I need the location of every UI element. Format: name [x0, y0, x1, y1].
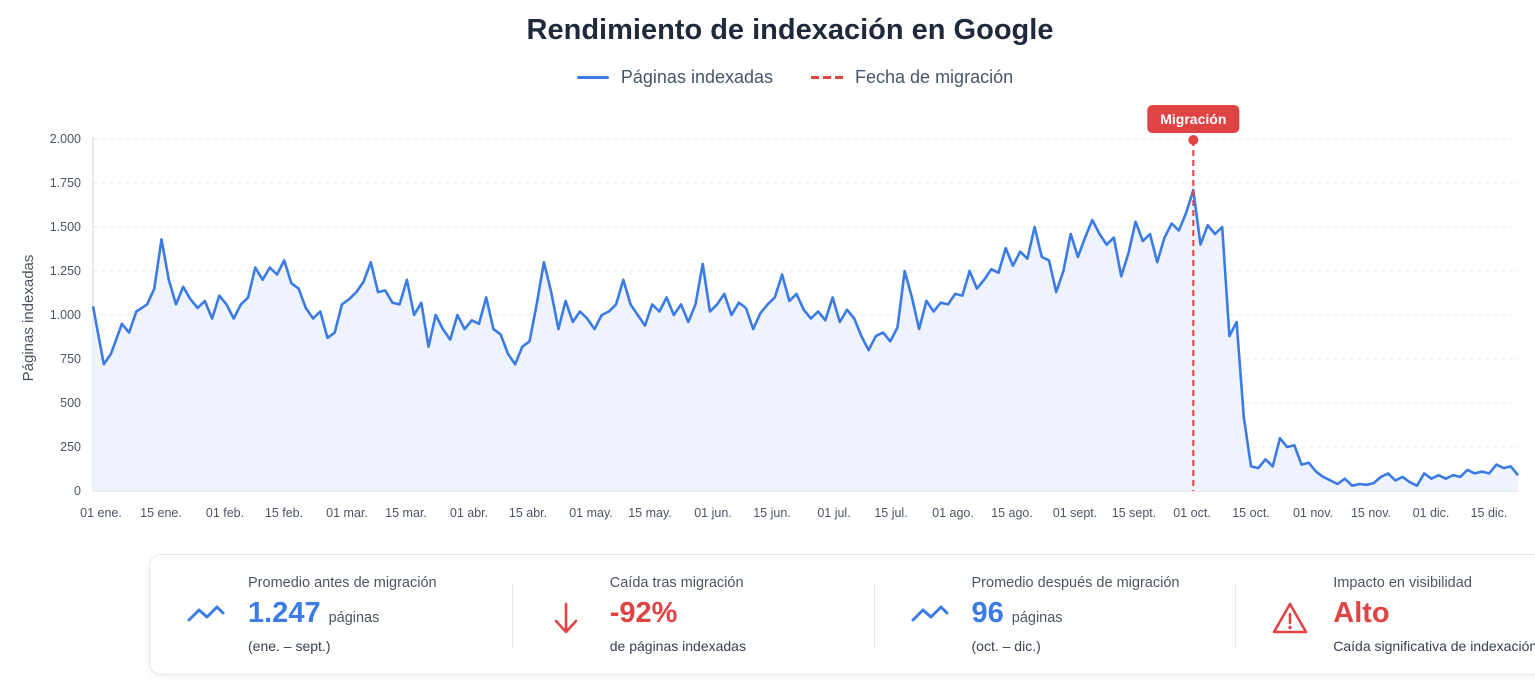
- x-tick-label: 01 mar.: [326, 506, 368, 520]
- chart-title: Rendimiento de indexación en Google: [526, 14, 1054, 46]
- card-value: -92%: [609, 597, 678, 629]
- y-tick-label: 1.000: [50, 308, 81, 322]
- arrow-down-icon: [548, 601, 592, 642]
- x-tick-label: 01 oct.: [1173, 506, 1211, 520]
- card-label: Impacto en visibilidad: [1333, 575, 1472, 591]
- y-tick-label: 2.000: [50, 132, 81, 146]
- card-note: (ene. – sept.): [248, 638, 331, 654]
- y-tick-label: 1.750: [50, 176, 81, 190]
- x-tick-label: 01 nov.: [1293, 506, 1333, 520]
- x-tick-label: 01 jul.: [817, 506, 850, 520]
- y-tick-label: 750: [60, 352, 81, 366]
- y-tick-label: 1.500: [50, 220, 81, 234]
- x-tick-label: 15 ene.: [140, 506, 182, 520]
- card-note: de páginas indexadas: [609, 638, 746, 654]
- legend-label-indexed: Páginas indexadas: [620, 67, 774, 87]
- card-value: 96: [971, 597, 1004, 629]
- legend-item-indexed[interactable]: Páginas indexadas: [576, 67, 774, 88]
- x-tick-label: 15 abr.: [509, 506, 547, 520]
- legend-swatch-solid: [576, 76, 609, 79]
- x-tick-label: 15 may.: [628, 506, 672, 520]
- card-avg-before: Promedio antes de migración 1.247 página…: [150, 555, 512, 674]
- legend-swatch-dashed: [811, 76, 844, 79]
- card-value: Alto: [1333, 597, 1390, 629]
- card-label: Caída tras migración: [609, 575, 744, 591]
- warning-icon: [1271, 601, 1315, 642]
- y-tick-label: 250: [60, 440, 81, 454]
- migration-badge-label: Migración: [1160, 111, 1226, 127]
- summary-cards: Promedio antes de migración 1.247 página…: [149, 554, 1535, 675]
- x-tick-label: 15 nov.: [1351, 506, 1391, 520]
- card-value: 1.247: [248, 597, 321, 629]
- migration-badge: [1147, 105, 1240, 133]
- chart-area: 0 250 500 750 1.000 1.250 1.500 1.750 2.000 Págin…: [20, 105, 1520, 520]
- x-tick-label: 15 jul.: [874, 506, 907, 520]
- x-tick-label: 01 may.: [569, 506, 613, 520]
- card-avg-after: Promedio después de migración 96 páginas…: [873, 555, 1236, 674]
- card-note: Caída significativa de indexación: [1333, 638, 1535, 654]
- y-tick-label: 0: [74, 484, 81, 498]
- card-note: (oct. – dic.): [971, 638, 1041, 654]
- y-tick-label: 500: [60, 396, 81, 410]
- series-area: [93, 190, 1518, 491]
- trend-icon: [186, 601, 230, 630]
- card-drop: Caída tras migración -92% de páginas ind…: [511, 555, 874, 674]
- x-tick-label: 15 ago.: [991, 506, 1033, 520]
- x-tick-label: 15 jun.: [753, 506, 791, 520]
- x-tick-label: 01 abr.: [450, 506, 488, 520]
- x-tick-label: 01 ene.: [80, 506, 122, 520]
- x-tick-label: 01 dic.: [1413, 506, 1450, 520]
- card-label: Promedio después de migración: [971, 575, 1180, 591]
- trend-icon: [910, 601, 954, 630]
- x-tick-label: 01 jun.: [694, 506, 732, 520]
- card-unit: páginas: [1011, 610, 1063, 626]
- x-tick-label: 01 feb.: [206, 506, 244, 520]
- x-tick-label: 15 oct.: [1232, 506, 1270, 520]
- card-impact: Impacto en visibilidad Alto Caída signif…: [1235, 555, 1535, 674]
- migration-marker: [1188, 135, 1199, 145]
- x-tick-label: 01 sept.: [1053, 506, 1097, 520]
- card-unit: páginas: [328, 610, 380, 626]
- legend-label-migration: Fecha de migración: [855, 67, 1014, 87]
- x-tick-label: 15 mar.: [385, 506, 427, 520]
- legend: Páginas indexadas Fecha de migración: [0, 67, 1535, 88]
- card-label: Promedio antes de migración: [248, 575, 437, 591]
- x-tick-label: 01 ago.: [932, 506, 974, 520]
- series-line: [91, 188, 1520, 487]
- x-tick-label: 15 sept.: [1112, 506, 1156, 520]
- legend-item-migration[interactable]: Fecha de migración: [811, 67, 1013, 88]
- y-tick-label: 1.250: [50, 264, 81, 278]
- x-tick-label: 15 dic.: [1471, 506, 1508, 520]
- x-tick-label: 15 feb.: [265, 506, 303, 520]
- y-axis-label: Páginas indexadas: [20, 255, 37, 382]
